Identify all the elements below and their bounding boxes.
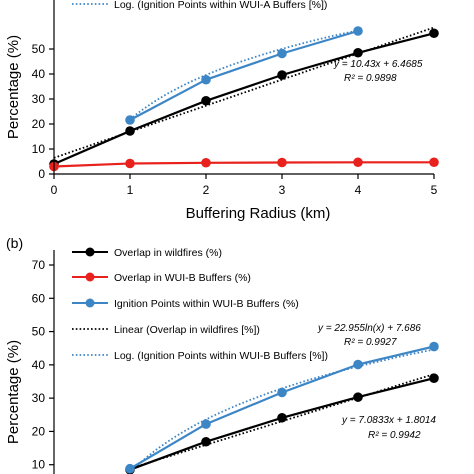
panel-b-y-ticks: 10 20 30 40 50 60 70	[32, 258, 54, 472]
legend-b-label-log: Log. (Ignition Points within WUI-B Buffe…	[114, 350, 328, 362]
panel-b-series-1-point	[429, 341, 439, 352]
panel-a-y-tick-label: 10	[32, 142, 46, 156]
legend-b: Overlap in wildfires (%) Overlap in WUI-…	[72, 247, 328, 362]
panel-b-y-tick-label: 20	[32, 424, 46, 438]
panel-b-linear-r-squared: R² = 0.9942	[368, 430, 421, 441]
panel-b-series-1-point	[353, 359, 363, 370]
panel-b-y-tick-label: 70	[32, 258, 46, 272]
panel-b-series-1-point	[125, 463, 135, 474]
panel-a-series-2-point	[125, 115, 135, 125]
panel-a-series-line-2	[129, 29, 359, 121]
panel-a-equation: y = 10.43x + 6.4685	[333, 59, 423, 70]
panel-b-series-0-point	[429, 373, 439, 383]
panel-a-x-axis-title: Buffering Radius (km)	[186, 205, 331, 222]
panel-a-x-tick-label: 4	[355, 183, 362, 197]
panel-b-y-tick-label: 30	[32, 391, 46, 405]
legend-b-label-wui: Overlap in WUI-B Buffers (%)	[114, 272, 251, 284]
panel-a-series-0-point	[429, 28, 439, 39]
panel-b-linear-equation: y = 7.0833x + 1.8014	[341, 415, 436, 426]
panel-a-series-line-1	[53, 161, 434, 168]
panel-b-log-r-squared: R² = 0.9927	[344, 337, 397, 348]
panel-a-trendline-log	[129, 29, 359, 121]
panel-b-series-0-point	[201, 436, 211, 447]
panel-a-series-1-point	[429, 157, 439, 168]
panel-b-series-0-point	[277, 412, 287, 423]
panel-a-x-tick-label: 3	[279, 183, 286, 197]
panel-a-y-tick-label: 40	[32, 67, 46, 81]
panel-a-series-1-point	[277, 157, 287, 168]
panel-a-y-ticks: 0 10 20 30 40 50	[32, 42, 54, 181]
panel-a-r-squared: R² = 0.9898	[344, 73, 397, 84]
panel-a-series-1-point	[353, 157, 363, 168]
panel-a-series-2-point	[201, 74, 211, 85]
panel-a-series	[49, 26, 439, 172]
panel-b-series-1-point	[277, 387, 287, 398]
panel-a-series-line-0	[53, 32, 435, 166]
legend-b-marker-ignition	[85, 298, 95, 308]
panel-a: Log. (Ignition Points within WUI-A Buffe…	[5, 0, 439, 222]
legend-b-label-linear: Linear (Overlap in wildfires [%])	[114, 324, 260, 336]
panel-b-series-line-1	[129, 345, 435, 470]
panel-a-x-ticks: 0 1 2 3 4 5	[51, 174, 438, 197]
legend-b-marker-wildfires	[85, 247, 95, 257]
panel-a-x-tick-label: 1	[127, 183, 134, 197]
panel-b-y-axis-title: Percentage (%)	[5, 340, 22, 444]
panel-b-y-tick-label: 50	[32, 325, 46, 339]
panel-a-y-axis-title: Percentage (%)	[5, 35, 22, 139]
panel-a-series-0-point	[125, 126, 135, 136]
panel-a-y-tick-label: 20	[32, 117, 46, 131]
panel-a-y-tick-label: 30	[32, 92, 46, 106]
legend-b-label-ignition: Ignition Points within WUI-B Buffers (%)	[114, 298, 299, 310]
panel-a-series-0-point	[277, 70, 287, 80]
panel-a-y-tick-label: 0	[38, 167, 45, 181]
panel-a-series-2-point	[277, 48, 287, 59]
panel-b-series-0-point	[353, 392, 363, 402]
panel-b: (b) Overlap in wildfires (%) Overlap in …	[5, 235, 439, 474]
legend-b-marker-wui	[85, 272, 95, 282]
panel-b-y-tick-label: 60	[32, 291, 46, 305]
panel-a-x-tick-label: 0	[51, 183, 58, 197]
panel-b-y-tick-label: 10	[32, 458, 46, 472]
panel-b-label: (b)	[6, 235, 23, 251]
panel-a-series-0-point	[201, 95, 211, 106]
panel-a-series-1-point	[201, 157, 211, 168]
panel-a-series-1-point	[125, 158, 135, 169]
panel-a-x-tick-label: 5	[431, 183, 438, 197]
legend-b-label-wildfires: Overlap in wildfires (%)	[114, 247, 222, 259]
panel-b-series	[125, 341, 439, 474]
panel-b-log-equation: y = 22.955ln(x) + 7.686	[317, 323, 421, 334]
legend-a-label-log: Log. (Ignition Points within WUI-A Buffe…	[114, 0, 327, 11]
panel-a-series-2-point	[353, 26, 363, 36]
panel-a-y-tick-label: 50	[32, 42, 46, 56]
panel-b-y-tick-label: 40	[32, 358, 46, 372]
panel-a-series-0-point	[353, 47, 363, 58]
panel-b-series-1-point	[201, 419, 211, 429]
panel-a-x-tick-label: 2	[203, 183, 210, 197]
